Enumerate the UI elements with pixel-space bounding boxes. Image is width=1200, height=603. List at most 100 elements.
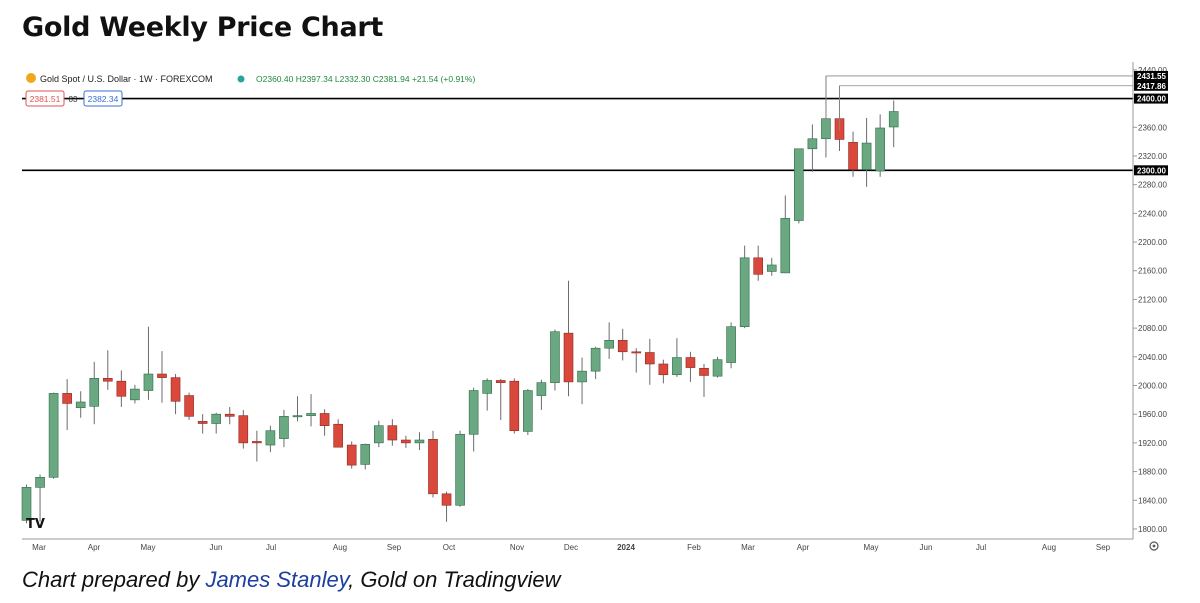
candle-down [197, 414, 208, 434]
time-tick-label: Dec [564, 543, 578, 552]
candle-body [306, 413, 316, 416]
candle-body [753, 257, 764, 275]
time-tick-label: Oct [443, 543, 456, 552]
time-tick-label: Jun [210, 543, 223, 552]
level-label-box [1134, 165, 1168, 176]
chart-settings-icon[interactable] [1149, 541, 1159, 551]
ask-box[interactable] [83, 90, 123, 107]
candle-down [224, 407, 235, 425]
candle-up [712, 356, 723, 378]
candle-body [184, 395, 194, 417]
ohlc-readout: O2360.40 H2397.34 L2332.30 C2381.94 +21.… [256, 74, 475, 84]
candle-down [428, 430, 438, 498]
credit-suffix: , Gold on Tradingview [348, 567, 561, 592]
candle-body [590, 347, 601, 372]
candle-up [794, 148, 804, 224]
chart-credit: Chart prepared by James Stanley, Gold on… [22, 567, 560, 593]
candle-up [482, 378, 493, 411]
candle-down [509, 378, 520, 434]
marker-label-box [1134, 70, 1168, 81]
candle-up [143, 326, 154, 400]
candle-down [495, 379, 506, 420]
candle-up [861, 117, 872, 187]
price-tick-label: 1920.00 [1138, 439, 1167, 448]
candle-down [238, 409, 249, 449]
candle-body [116, 380, 127, 397]
time-tick-label: Sep [1096, 543, 1111, 552]
candle-down [387, 419, 398, 446]
candle-down [184, 392, 194, 420]
candle-down [699, 363, 709, 397]
candle-up [130, 384, 140, 404]
candle-up [875, 114, 885, 177]
candle-down [401, 435, 411, 448]
candle-body [157, 373, 167, 378]
candle-body [401, 439, 411, 444]
candle-down [346, 441, 357, 469]
candle-down [631, 348, 642, 373]
candle-body [455, 433, 465, 506]
candle-body [888, 111, 899, 128]
candle-up [414, 432, 425, 451]
price-tick-label: 2160.00 [1138, 267, 1167, 276]
candle-up [726, 322, 736, 369]
candle-down [658, 359, 669, 384]
candle-body [712, 359, 723, 377]
candle-body [631, 351, 642, 354]
author-name[interactable]: James Stanley [205, 567, 349, 592]
price-tick-label: 1880.00 [1138, 468, 1167, 477]
time-tick-label: May [863, 543, 878, 552]
candle-body [617, 340, 628, 353]
symbol-label[interactable]: Gold Spot / U.S. Dollar · 1W · FOREXCOM [40, 74, 213, 84]
candles [21, 75, 899, 524]
candle-body [197, 421, 208, 424]
candle-body [35, 477, 45, 488]
bid-box[interactable] [25, 90, 65, 107]
candle-body [21, 487, 32, 521]
candle-body [387, 425, 398, 441]
candle-up [888, 100, 899, 148]
candle-down [116, 370, 127, 408]
candle-up [279, 409, 289, 448]
price-tick-label: 2440.00 [1138, 66, 1167, 75]
time-tick-label: Jul [266, 543, 276, 552]
candle-body [766, 264, 777, 272]
price-tick-label: 2120.00 [1138, 295, 1167, 304]
candle-up [780, 195, 791, 274]
candle-down [62, 379, 72, 430]
candle-body [644, 352, 655, 365]
price-tick-label: 2320.00 [1138, 152, 1167, 161]
time-axis[interactable]: Mar Apr May Jun Jul Aug Sep Oct Nov Dec 2024 Feb Mar… [22, 538, 1133, 552]
candle-body [739, 257, 750, 327]
candle-down [753, 245, 764, 281]
candle-body [482, 380, 493, 394]
candle-body [130, 388, 140, 401]
candle-up [455, 430, 465, 507]
candle-up [590, 346, 601, 380]
price-axis[interactable]: 1800.00 1840.00 1880.00 1920.00 1960.00 2000.… [1132, 62, 1167, 539]
gold-weekly-chart[interactable]: 1800.00 1840.00 1880.00 1920.00 1960.00 2000.… [0, 62, 1200, 562]
candle-body [550, 331, 560, 383]
candle-body [170, 377, 181, 402]
candle-body [699, 367, 709, 376]
candle-body [441, 493, 452, 506]
price-tick-label: 1960.00 [1138, 410, 1167, 419]
candle-up [48, 392, 59, 479]
candle-down [644, 338, 655, 385]
candle-up [211, 412, 221, 434]
candle-up [536, 379, 547, 410]
candle-body [794, 148, 804, 221]
candle-body [563, 332, 574, 383]
candle-down [157, 351, 167, 403]
candle-up [75, 391, 86, 418]
candle-down [848, 131, 858, 177]
candle-body [373, 425, 384, 444]
price-tick-label: 2040.00 [1138, 353, 1167, 362]
time-tick-label: Aug [1042, 543, 1056, 552]
candle-body [238, 415, 249, 444]
candle-up [577, 357, 587, 405]
candle-up [265, 425, 276, 453]
tradingview-logo: TV [26, 517, 45, 532]
candle-body [780, 218, 791, 274]
level-label: 2400.00 [1137, 95, 1166, 104]
